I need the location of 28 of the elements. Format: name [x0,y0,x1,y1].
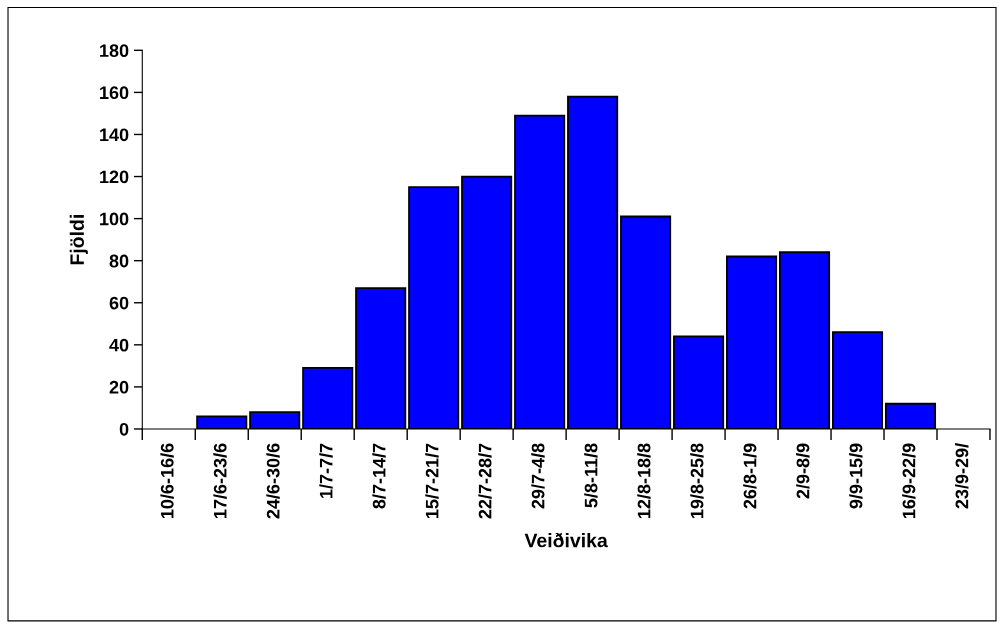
y-tick-label: 100 [100,212,129,226]
x-tick-label: 10/6-16/6 [160,443,174,519]
y-tick-label: 120 [100,170,129,184]
y-tick-label: 160 [100,86,129,100]
x-tick-label: 8/7-14/7 [372,443,386,509]
x-tick-label: 24/6-30/6 [266,443,280,519]
y-tick-label: 140 [100,128,129,142]
y-tick-label: 180 [100,44,129,58]
x-tick-label: 1/7-7/7 [319,443,333,498]
x-tick-label: 2/9-8/9 [796,443,810,499]
x-axis-title: Veiðivika [524,532,608,548]
x-tick-label: 9/9-15/9 [849,443,863,509]
x-tick-label: 16/9-22/9 [902,443,916,519]
x-tick-label: 26/8-1/9 [743,443,757,509]
x-tick-label: 12/8-18/8 [637,443,651,519]
x-tick-label: 19/8-25/8 [690,443,704,519]
y-tick-label: 80 [109,254,129,268]
x-tick-label: 17/6-23/6 [213,443,227,519]
y-tick-label: 60 [109,296,129,310]
x-tick-label: 15/7-21/7 [425,443,439,519]
x-tick-label: 23/9-29/ [955,443,969,509]
x-tick-label: 22/7-28/7 [478,443,492,519]
y-tick-label: 0 [119,422,129,436]
x-tick-label: 5/8-11/8 [584,443,598,508]
x-tick-label: 29/7-4/8 [531,443,545,509]
y-tick-label: 20 [109,380,129,394]
y-axis-title: Fjöldi [69,215,88,265]
y-tick-label: 40 [109,338,129,352]
